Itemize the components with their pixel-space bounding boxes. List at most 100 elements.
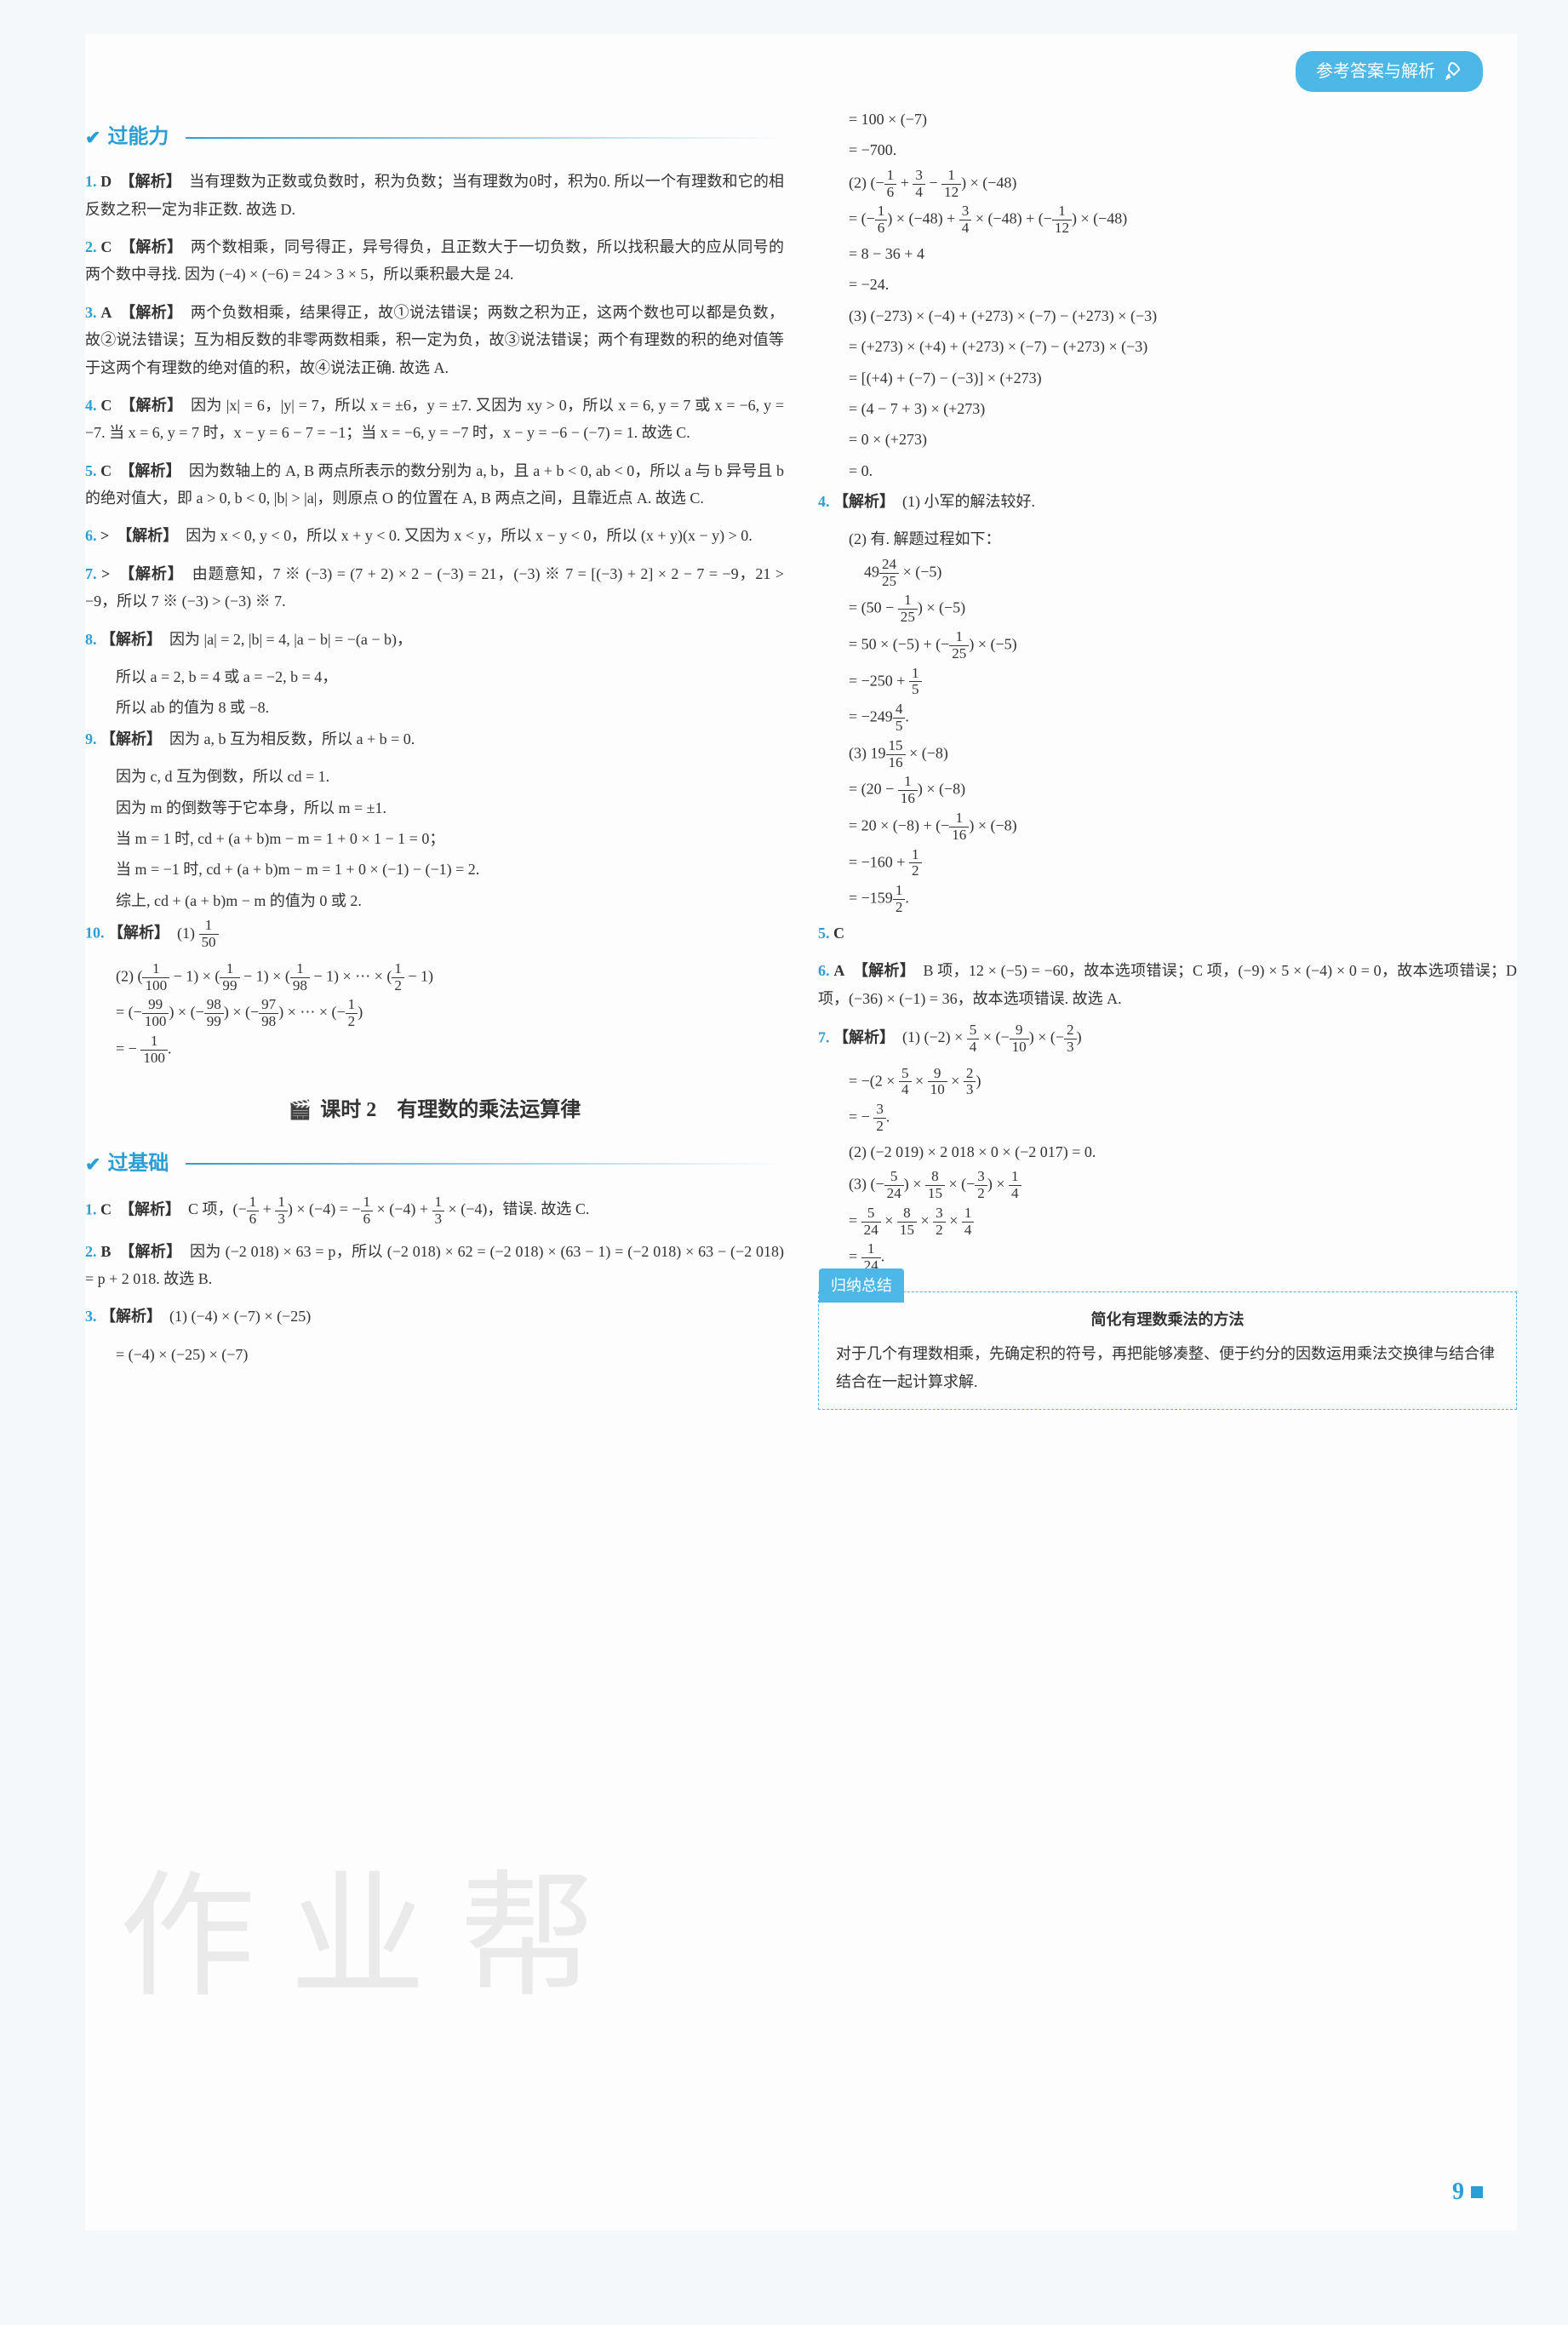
math-line: = −15912.: [818, 883, 1517, 916]
math-line: = [(+4) + (−7) − (−3)] × (+273): [818, 364, 1517, 392]
math-line: = (20 − 116) × (−8): [818, 774, 1517, 807]
answer-item: 6. A 【解析】 B 项，12 × (−5) = −60，故本选项错误；C 项…: [818, 957, 1517, 1012]
math-line: = (4 − 7 + 3) × (+273): [818, 395, 1517, 422]
item-answer: >: [100, 527, 109, 544]
page-square-icon: [1471, 2186, 1483, 2198]
header-badge-text: 参考答案与解析: [1316, 56, 1435, 87]
math-line: = 0.: [818, 457, 1517, 484]
right-items-container: 4. 【解析】 (1) 小军的解法较好.(2) 有. 解题过程如下： 49242…: [818, 488, 1517, 1274]
item-tag: 【解析】: [127, 173, 174, 190]
item-tag: 【解析】: [108, 925, 162, 942]
summary-box: 归纳总结 简化有理数乘法的方法 对于几个有理数相乘，先确定积的符号，再把能够凑整…: [818, 1291, 1517, 1410]
item-text: 因为 x < 0, y < 0，所以 x + y < 0. 又因为 x < y，…: [186, 527, 753, 544]
item-answer: C: [833, 925, 844, 942]
math-line: (2) (−16 + 34 − 112) × (−48): [818, 168, 1517, 201]
item-tag: 【解析】: [100, 1308, 154, 1325]
math-line: = (−16) × (−48) + 34 × (−48) + (−112) × …: [818, 203, 1517, 237]
item-answer: A: [833, 962, 844, 979]
answer-item: 2. B 【解析】 因为 (−2 018) × 63 = p，所以 (−2 01…: [85, 1238, 784, 1293]
answer-item: 5. C: [818, 919, 1517, 947]
math-line: = −24945.: [818, 702, 1517, 735]
math-line: 所以 a = 2, b = 4 或 a = −2, b = 4，: [85, 663, 784, 690]
item-number: 2.: [85, 238, 97, 255]
answer-item: 3. A 【解析】 两个负数相乘，结果得正，故①说法错误；两数之积为正，这两个数…: [85, 299, 784, 381]
item-tag: 【解析】: [127, 565, 176, 582]
section-title-text: 过能力: [107, 119, 169, 156]
answer-item: 8. 【解析】 因为 |a| = 2, |b| = 4, |a − b| = −…: [85, 626, 784, 653]
item-number: 10.: [85, 925, 105, 942]
math-line: = 124.: [818, 1241, 1517, 1274]
right-column: = 100 × (−7)= −700.(2) (−16 + 34 − 112) …: [818, 102, 1517, 1410]
item-number: 5.: [818, 925, 830, 942]
answer-item: 5. C 【解析】 因为数轴上的 A, B 两点所表示的数分别为 a, b，且 …: [85, 457, 784, 513]
page: 参考答案与解析 ✔ 过能力 1. D 【解析】 当有理数为正数或负数时，积为负数…: [85, 34, 1517, 2231]
item-number: 4.: [818, 493, 830, 510]
item-number: 9.: [85, 730, 97, 747]
answer-item: 2. C 【解析】 两个数相乘，同号得正，异号得负，且正数大于一切负数，所以找积…: [85, 233, 784, 289]
item-text: 两个负数相乘，结果得正，故①说法错误；两数之积为正，这两个数也可以都是负数，故②…: [85, 304, 784, 376]
item-number: 6.: [85, 527, 97, 544]
item-number: 6.: [818, 962, 830, 979]
math-line: = (−99100) × (−9899) × (−9798) × ⋯ × (−1…: [85, 997, 784, 1030]
math-line: = − 1100.: [85, 1034, 784, 1067]
item-tag: 【解析】: [127, 1243, 174, 1260]
item-tag: 【解析】: [833, 493, 887, 510]
item-answer: C: [100, 238, 112, 255]
item-text: B 项，12 × (−5) = −60，故本选项错误；C 项，(−9) × 5 …: [818, 962, 1517, 1006]
answer-item: 4. 【解析】 (1) 小军的解法较好.: [818, 488, 1517, 515]
item-number: 8.: [85, 631, 97, 648]
checkmark-icon: ✔: [85, 121, 100, 155]
item-answer: C: [100, 397, 112, 414]
item-number: 7.: [818, 1028, 830, 1045]
page-number: 9: [1452, 2171, 1483, 2213]
summary-label: 归纳总结: [819, 1268, 904, 1303]
left-column: ✔ 过能力 1. D 【解析】 当有理数为正数或负数时，积为负数；当有理数为0时…: [85, 102, 784, 1410]
item-tag: 【解析】: [100, 730, 154, 747]
item-number: 4.: [85, 397, 97, 414]
answer-item: 7. > 【解析】 由题意知，7 ※ (−3) = (7 + 2) × 2 − …: [85, 560, 784, 616]
answer-item: 1. D 【解析】 当有理数为正数或负数时，积为负数；当有理数为0时，积为0. …: [85, 168, 784, 223]
answer-item: 9. 【解析】 因为 a, b 互为相反数，所以 a + b = 0.: [85, 725, 784, 753]
item-tag: 【解析】: [128, 397, 175, 414]
math-line: = −(2 × 54 × 910 × 23): [818, 1066, 1517, 1099]
item-answer: >: [101, 565, 110, 582]
math-line: = − 32.: [818, 1102, 1517, 1135]
item-number: 1.: [85, 173, 97, 190]
math-line: = 20 × (−8) + (−116) × (−8): [818, 810, 1517, 844]
item-text: 因为 |a| = 2, |b| = 4, |a − b| = −(a − b)，: [169, 631, 412, 648]
math-line: 综上, cd + (a + b)m − m 的值为 0 或 2.: [85, 887, 784, 914]
item-answer: A: [100, 304, 112, 321]
math-line: = −160 + 12: [818, 847, 1517, 880]
item-tag: 【解析】: [833, 1028, 887, 1045]
item-text: 因为 |x| = 6，|y| = 7，所以 x = ±6，y = ±7. 又因为…: [85, 397, 784, 441]
lesson-title: 🎬 课时 2 有理数的乘法运算律: [85, 1092, 784, 1129]
math-line: (3) (−524) × 815 × (−32) × 14: [818, 1169, 1517, 1202]
math-line: = 0 × (+273): [818, 426, 1517, 453]
item-tag: 【解析】: [128, 238, 175, 255]
answer-item: 7. 【解析】 (1) (−2) × 54 × (−910) × (−23): [818, 1022, 1517, 1056]
math-line: 因为 c, d 互为倒数，所以 cd = 1.: [85, 763, 784, 790]
item-number: 3.: [85, 304, 97, 321]
clapper-icon: 🎬: [289, 1093, 312, 1127]
item-tag: 【解析】: [124, 527, 170, 544]
math-line: 当 m = −1 时, cd + (a + b)m − m = 1 + 0 × …: [85, 856, 784, 883]
math-line: (2) 有. 解题过程如下：: [818, 525, 1517, 553]
answer-item: 1. C 【解析】 C 项，(−16 + 13) × (−4) = −16 × …: [85, 1194, 784, 1228]
item-tag: 【解析】: [128, 304, 175, 321]
math-line: = (+273) × (+4) + (+273) × (−7) − (+273)…: [818, 333, 1517, 360]
item-text: 当有理数为正数或负数时，积为负数；当有理数为0时，积为0. 所以一个有理数和它的…: [85, 173, 784, 217]
item-number: 3.: [85, 1308, 97, 1325]
left-items-container: 1. D 【解析】 当有理数为正数或负数时，积为负数；当有理数为0时，积为0. …: [85, 168, 784, 1066]
item-text: 因为数轴上的 A, B 两点所表示的数分别为 a, b，且 a + b < 0,…: [85, 462, 784, 507]
math-line: = (−4) × (−25) × (−7): [85, 1341, 784, 1368]
math-line: 所以 ab 的值为 8 或 −8.: [85, 694, 784, 721]
header-badge: 参考答案与解析: [1296, 51, 1483, 92]
answer-item: 4. C 【解析】 因为 |x| = 6，|y| = 7，所以 x = ±6，y…: [85, 392, 784, 447]
item-answer: D: [100, 173, 112, 190]
item-text: C 项，(−16 + 13) × (−4) = −16 × (−4) + 13 …: [188, 1200, 589, 1217]
item-tag: 【解析】: [127, 1200, 173, 1217]
watermark: 作业帮: [119, 1815, 630, 2060]
item-number: 7.: [85, 565, 97, 582]
summary-title: 简化有理数乘法的方法: [836, 1306, 1499, 1333]
math-line: = −700.: [818, 136, 1517, 163]
